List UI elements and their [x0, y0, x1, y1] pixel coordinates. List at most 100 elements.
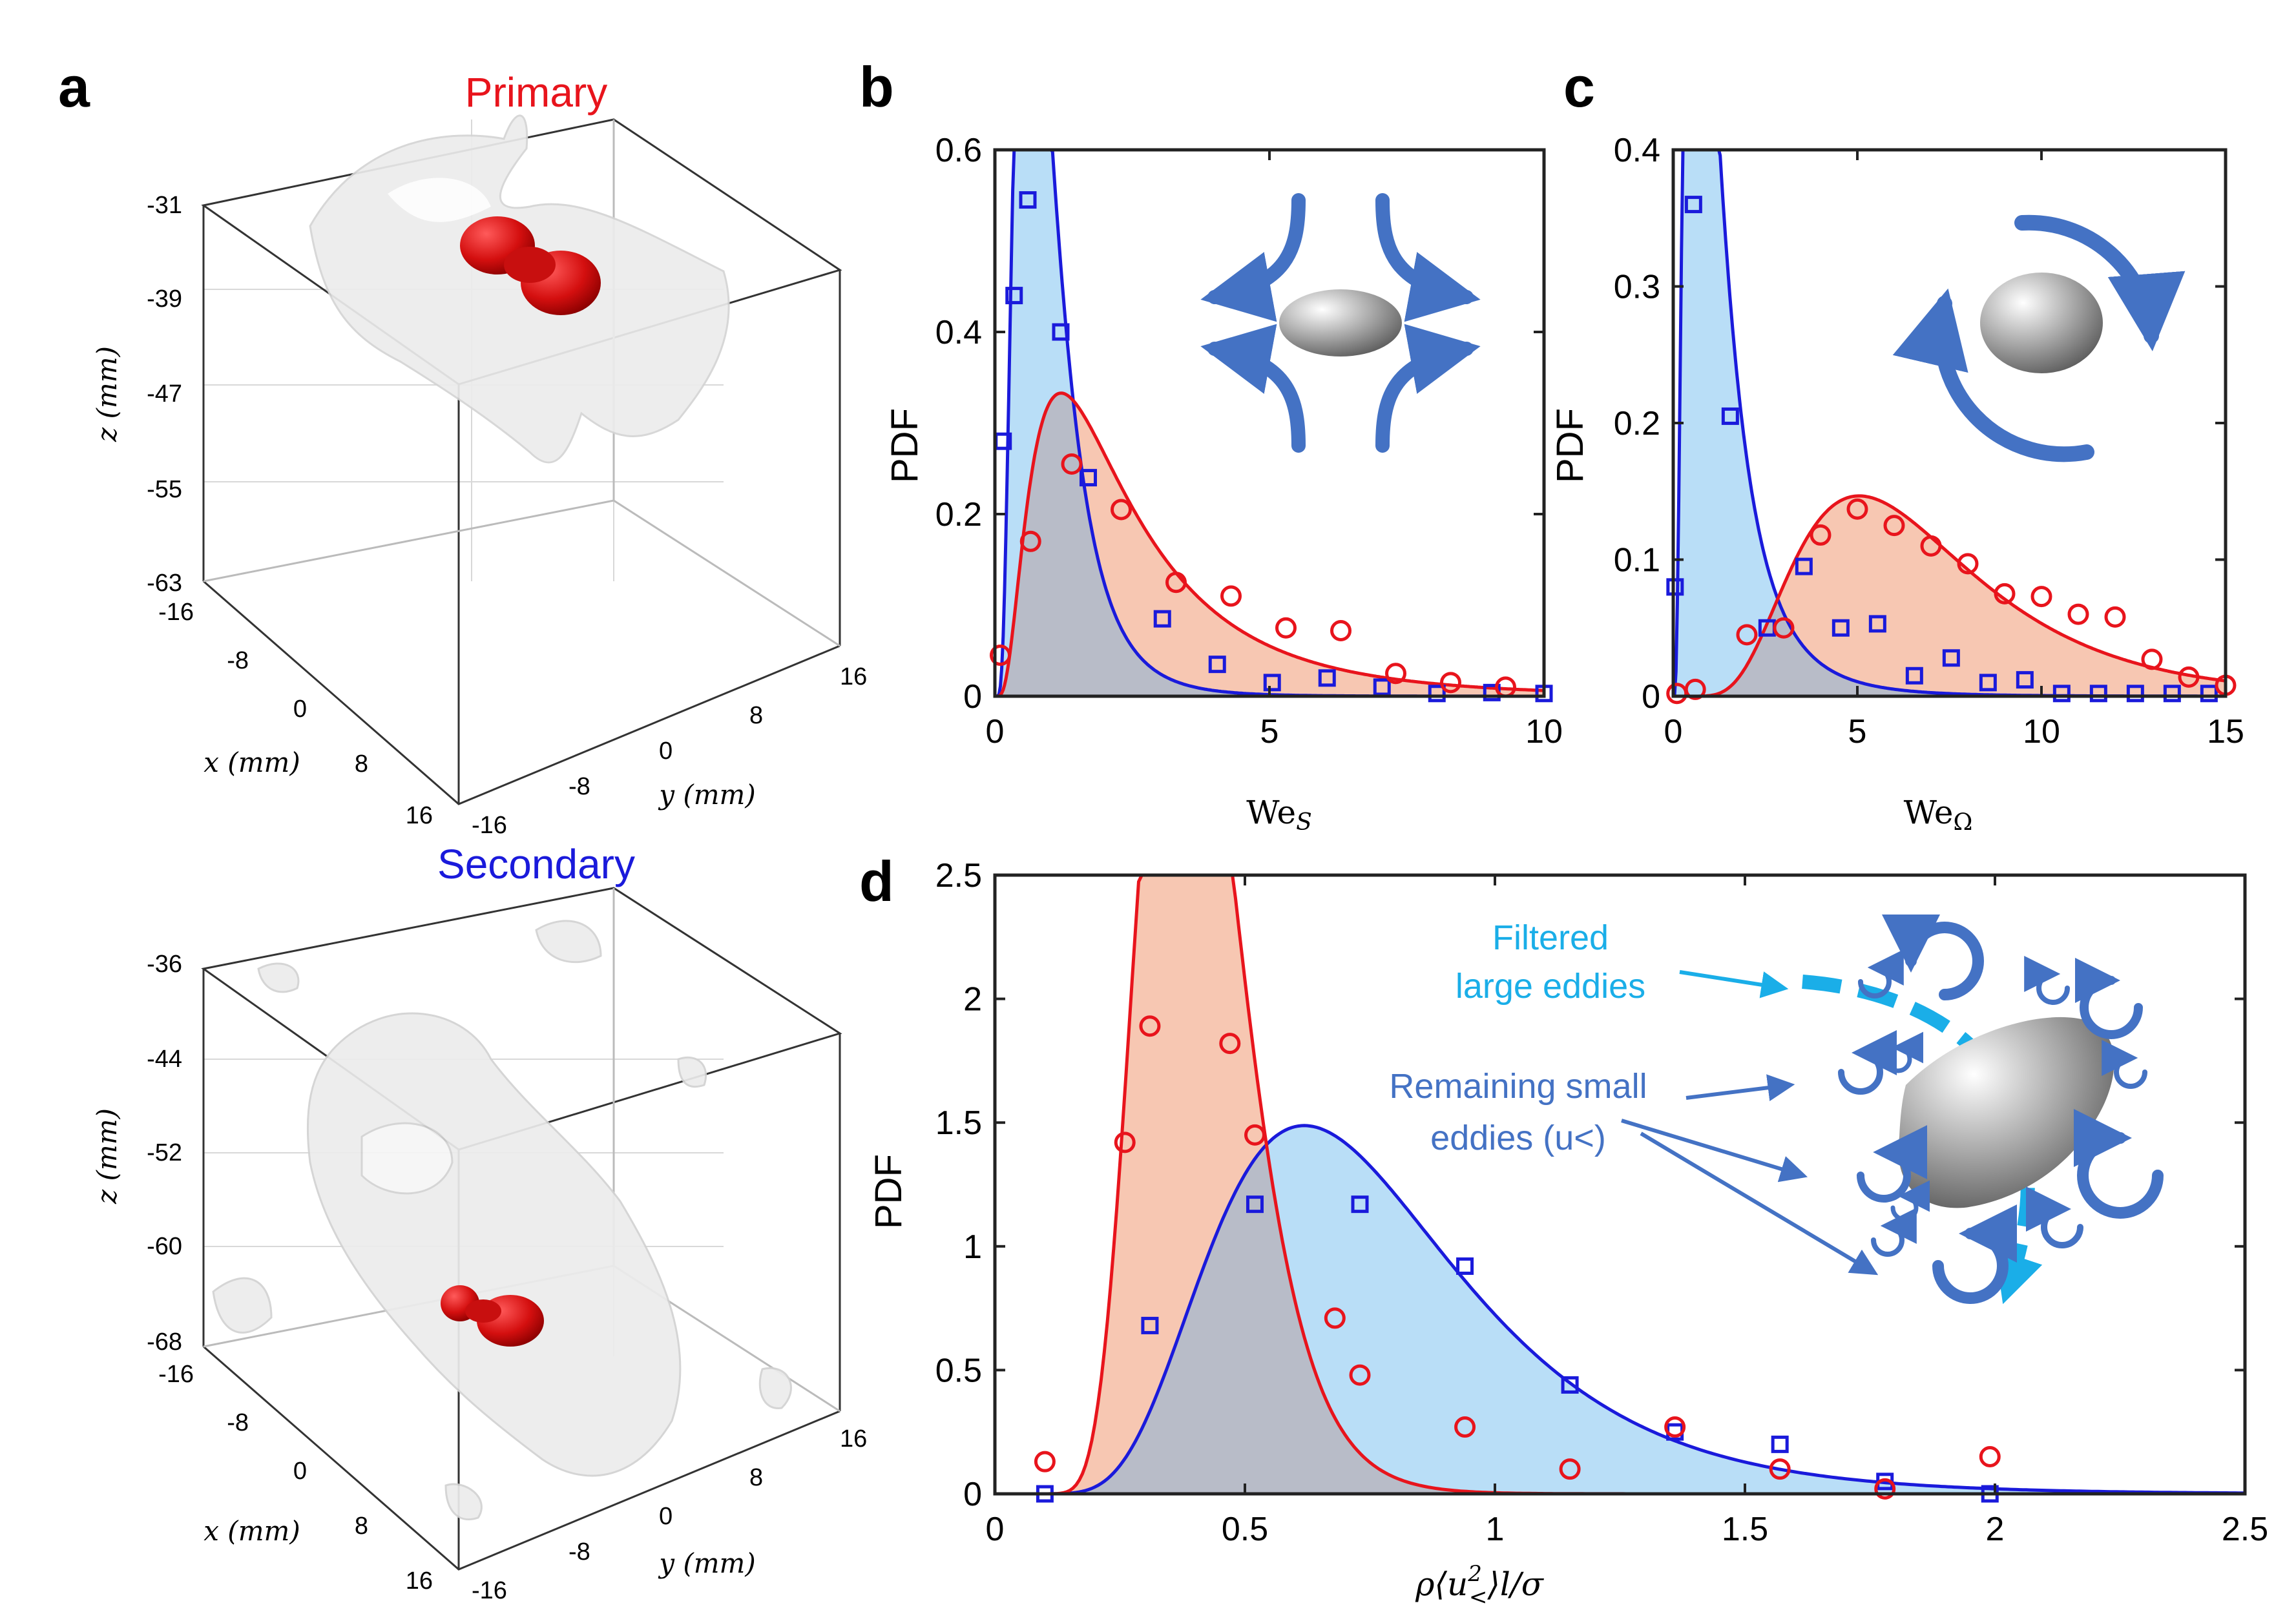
chart-c-xtick-label: 0	[1664, 713, 1683, 750]
chart-d-frame	[993, 873, 2247, 1496]
chart-d-point-primary	[1219, 1033, 1241, 1055]
annotation-filtered-line1: Filtered	[1492, 918, 1609, 957]
chart-c-point-secondary	[2126, 685, 2144, 703]
chart-d-ytick-label: 2.5	[935, 857, 982, 894]
svg-text:-52: -52	[147, 1139, 182, 1166]
chart-c-point-primary	[1736, 624, 1758, 646]
primary-z-ticks: -31 -39 -47 -55 -63	[147, 192, 182, 597]
svg-text:0: 0	[659, 1503, 673, 1530]
chart-c-xtick-label: 5	[1848, 713, 1867, 750]
panel-label-c: c	[1563, 55, 1595, 119]
chart-b-point-primary	[990, 645, 1011, 667]
chart-d-ytick-label: 0	[963, 1476, 982, 1513]
svg-text:8: 8	[355, 750, 368, 778]
chart-c-xtick-label: 10	[2023, 713, 2060, 750]
chart-c-point-primary	[1920, 535, 1942, 557]
chart-b-point-secondary	[1005, 287, 1023, 305]
svg-text:-44: -44	[147, 1046, 182, 1073]
chart-c-point-primary	[2030, 586, 2052, 608]
chart-b-point-primary	[1220, 585, 1242, 607]
svg-text:-16: -16	[158, 599, 194, 626]
svg-text:8: 8	[355, 1513, 368, 1540]
chart-b-fit-primary	[995, 391, 1545, 698]
chart-b-point-primary	[1385, 663, 1406, 685]
chart-c-ytick-label: 0.1	[1614, 542, 1660, 579]
chart-c-point-secondary	[2163, 685, 2181, 703]
svg-text:16: 16	[840, 663, 867, 690]
chart-c-fill-secondary	[1673, 150, 2226, 696]
chart-c-ytick-label: 0	[1642, 678, 1660, 716]
chart-b-point-primary	[1061, 453, 1083, 475]
chart-d-point-primary	[1114, 1132, 1136, 1153]
secondary-title: Secondary	[437, 841, 635, 887]
primary-title: Primary	[465, 69, 607, 116]
rotation-flow-icon	[1892, 214, 2186, 462]
chart-c-point-secondary	[2016, 671, 2034, 689]
chart-d-point-secondary	[1351, 1195, 1369, 1214]
chart-d-point-primary	[1324, 1307, 1346, 1329]
chart-c-ylabel: PDF	[1549, 408, 1591, 483]
svg-text:0: 0	[293, 1458, 307, 1485]
chart-d-point-primary	[1874, 1478, 1896, 1500]
panel-a: a Primary	[58, 55, 867, 1604]
chart-d-point-primary	[1769, 1458, 1791, 1480]
svg-text:16: 16	[840, 1425, 867, 1452]
chart-b-point-primary	[1111, 499, 1132, 521]
secondary-y-ticks: -16 -8 0 8 16	[472, 1425, 867, 1604]
chart-b-ytick-label: 0.4	[935, 314, 982, 351]
chart-d-ytick-label: 0.5	[935, 1352, 982, 1389]
annotation-remaining-line1: Remaining small	[1389, 1067, 1647, 1106]
rotation-droplet-icon	[1980, 273, 2103, 373]
chart-d-ytick-label: 1	[963, 1228, 982, 1266]
chart-b-point-secondary	[1019, 191, 1037, 209]
svg-text:-16: -16	[158, 1361, 194, 1388]
svg-text:-16: -16	[472, 812, 507, 839]
chart-d-xtick-label: 1.5	[1722, 1511, 1768, 1548]
chart-d-point-secondary	[1141, 1316, 1159, 1334]
chart-c-point-secondary	[2089, 685, 2107, 703]
chart-d-point-primary	[1664, 1416, 1686, 1438]
chart-c-point-secondary	[1721, 407, 1739, 425]
chart-d-point-secondary	[1771, 1435, 1789, 1453]
secondary-x-ticks: -16 -8 0 8 16	[158, 1361, 433, 1595]
svg-text:-31: -31	[147, 192, 182, 219]
svg-text:16: 16	[406, 802, 433, 829]
svg-text:-8: -8	[569, 773, 590, 800]
chart-b-point-secondary	[1428, 685, 1446, 703]
chart-c-point-primary	[1883, 515, 1905, 537]
chart-c-fit-primary	[1673, 494, 2226, 698]
chart-c-point-primary	[1957, 553, 1979, 575]
chart-d-xtick-label: 2	[1986, 1511, 2005, 1548]
primary-vortex-surface	[309, 114, 730, 464]
chart-b-point-secondary	[1080, 469, 1097, 487]
chart-d-xtick-label: 1	[1486, 1511, 1505, 1548]
chart-c-point-primary	[1846, 498, 1868, 520]
chart-c-ytick-label: 0.2	[1614, 405, 1660, 442]
chart-c-point-secondary	[1942, 649, 1960, 667]
svg-text:8: 8	[749, 1464, 763, 1491]
chart-b-point-secondary	[1052, 323, 1070, 341]
chart-b-point-secondary	[1208, 656, 1226, 674]
svg-text:-8: -8	[227, 647, 249, 674]
chart-b-point-secondary	[1153, 610, 1171, 628]
chart-b-ytick-label: 0	[963, 678, 982, 716]
svg-text:-39: -39	[147, 285, 182, 313]
chart-b-point-primary	[1165, 572, 1187, 594]
chart-b-point-secondary	[1263, 674, 1281, 692]
svg-text:-63: -63	[147, 570, 182, 597]
chart-d-point-secondary	[1456, 1257, 1474, 1275]
eddy-droplet-icon	[1898, 1017, 2114, 1208]
svg-text:16: 16	[406, 1567, 433, 1595]
chart-c-point-primary	[1810, 524, 1832, 546]
panel-label-d: d	[859, 849, 894, 913]
svg-text:0: 0	[659, 738, 673, 765]
svg-text:-47: -47	[147, 380, 182, 408]
chart-c-point-secondary	[2052, 685, 2071, 703]
svg-text:-60: -60	[147, 1233, 182, 1260]
secondary-droplet	[441, 1285, 544, 1347]
chart-c-point-primary	[2178, 666, 2200, 688]
chart-c-ytick-label: 0.3	[1614, 269, 1660, 306]
chart-d-xlabel: ρ⟨u2 <⟩l/σ	[1415, 1561, 1545, 1610]
chart-d-point-primary	[1034, 1451, 1056, 1473]
